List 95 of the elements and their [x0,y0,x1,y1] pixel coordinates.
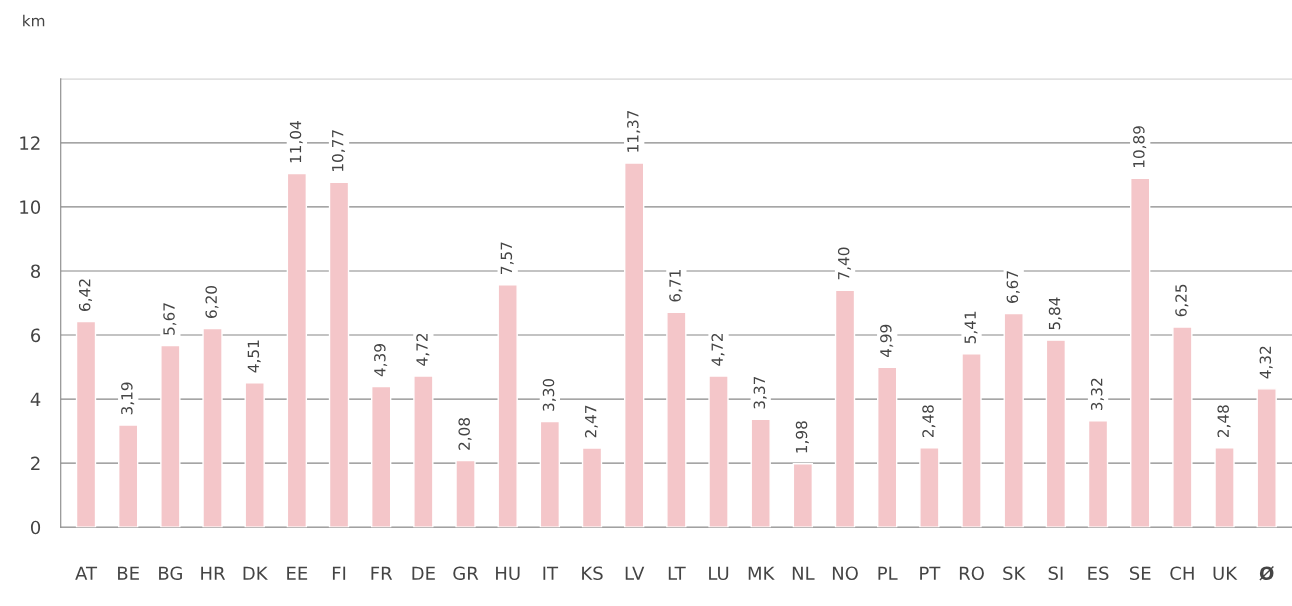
data-label: 3,30 [542,378,556,411]
x-tick-label: SI [1048,566,1063,581]
data-label: 10,77 [331,130,346,171]
bar [792,463,814,528]
x-tick-label: AT [75,566,98,580]
bar [1003,312,1024,528]
x-tick-label: UK [1213,566,1238,581]
data-label: 5,84 [1048,297,1062,330]
x-tick-label: FI [332,566,346,580]
bar [1130,177,1151,528]
y-axis-title: km [23,14,45,27]
bar [75,320,97,528]
x-tick-label: IT [543,566,559,580]
x-tick-label: RO [959,566,984,581]
bar [624,162,645,528]
x-tick-label: FR [371,566,393,580]
data-label: 5,41 [964,311,978,344]
y-tick-label: 8 [31,264,41,279]
bar [160,344,181,528]
x-tick-label: GR [453,566,479,581]
bar [750,418,771,528]
bar [497,284,518,528]
x-tick-label: NO [832,566,858,581]
y-tick-label: 4 [30,392,41,406]
bar [1256,388,1277,528]
data-label: 4,39 [374,344,388,377]
x-tick-label: ES [1088,566,1109,581]
x-tick-label: HR [201,566,226,580]
y-tick-label: 10 [20,200,41,215]
x-tick-label: BE [118,566,139,580]
bar [118,424,139,528]
bar [1087,420,1109,528]
data-label: 6,67 [1006,271,1020,303]
bar [919,447,940,528]
x-tick-label: DK [243,566,268,580]
x-tick-label: PL [878,566,898,580]
bar [961,353,982,528]
data-label: 3,19 [121,382,135,415]
bar [708,375,729,528]
data-label: 6,20 [205,286,219,318]
bar [455,459,476,528]
data-label: 6,25 [1175,284,1189,317]
data-label: 4,72 [416,333,430,366]
x-tick-label: MK [748,566,775,580]
data-label: 2,48 [1217,405,1231,438]
x-tick-label: SK [1003,566,1026,581]
data-label: 4,72 [711,333,725,366]
bar [1172,326,1193,528]
x-tick-label: BG [159,566,182,581]
x-tick-label: Ø [1259,566,1274,581]
bar [1214,447,1235,528]
data-label: 11,37 [627,110,641,152]
bar [834,289,856,528]
x-tick-label: CH [1170,566,1194,581]
x-tick-label: DE [412,566,435,580]
data-label: 4,99 [880,324,894,358]
bar [877,366,898,528]
x-tick-label: LU [709,566,729,581]
data-label: 6,42 [78,279,93,311]
data-label: 2,48 [922,405,936,438]
data-label: 2,08 [458,418,472,450]
bar [371,385,392,528]
bar [244,382,265,528]
bar [328,181,350,528]
x-tick-label: LT [668,566,686,580]
data-label: 7,57 [500,242,514,274]
data-label: 10,89 [1133,126,1147,168]
x-tick-label: EE [287,566,308,580]
bar [286,172,308,528]
data-label: 4,32 [1259,346,1273,379]
data-label: 7,40 [837,247,852,280]
x-tick-label: LV [625,566,645,580]
data-label: 1,98 [795,421,809,453]
data-label: 2,47 [584,405,599,438]
x-tick-label: PT [920,566,941,580]
bar [539,420,561,528]
bar [202,327,223,528]
bar [666,311,687,528]
x-tick-label: HU [496,566,520,581]
data-label: 3,37 [753,376,767,409]
data-label: 3,32 [1090,378,1105,411]
data-label: 4,51 [247,340,261,373]
data-label: 5,67 [163,303,177,335]
data-label: 11,04 [289,121,303,163]
bar [581,447,603,528]
bar [1045,339,1067,528]
data-label: 6,71 [669,270,683,302]
x-tick-label: KS [582,566,603,581]
x-tick-label: NL [792,566,815,580]
y-tick-label: 12 [20,136,40,150]
bar [413,375,434,528]
y-tick-label: 0 [30,520,41,535]
y-tick-label: 6 [31,328,41,343]
y-tick-label: 2 [31,456,40,471]
x-tick-label: SE [1129,566,1151,581]
